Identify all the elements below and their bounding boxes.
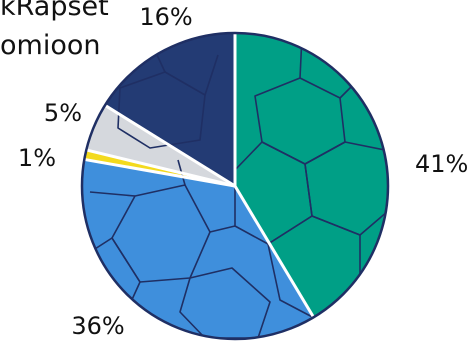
pie-slice	[235, 33, 388, 318]
slice-separator	[84, 157, 236, 188]
slice-label: 41%	[415, 150, 467, 178]
pie-slice	[81, 159, 314, 339]
ball-seam	[89, 191, 136, 197]
slice-label: 16%	[139, 3, 192, 31]
ball-seam	[209, 225, 236, 233]
pie-rim	[80, 31, 390, 341]
ball-seam	[384, 137, 388, 151]
ball-seam	[204, 54, 219, 96]
ball-seam	[359, 281, 373, 293]
ball-seam	[387, 204, 388, 251]
slice-separators	[84, 33, 315, 319]
slice-label: 5%	[44, 99, 82, 127]
slice-separator	[104, 104, 236, 188]
pie-slices	[81, 33, 388, 339]
slice-labels: 41% 36% 1% 5% 16%	[18, 3, 467, 340]
slice-label: 36%	[71, 312, 124, 340]
slice-label: 1%	[18, 144, 56, 172]
pie-slice	[104, 33, 236, 186]
chart-title-line-2: omioon	[0, 30, 101, 61]
slice-separator	[233, 185, 315, 319]
slice-separator	[85, 148, 236, 188]
chart-title-line-1: kRapset	[0, 0, 109, 22]
